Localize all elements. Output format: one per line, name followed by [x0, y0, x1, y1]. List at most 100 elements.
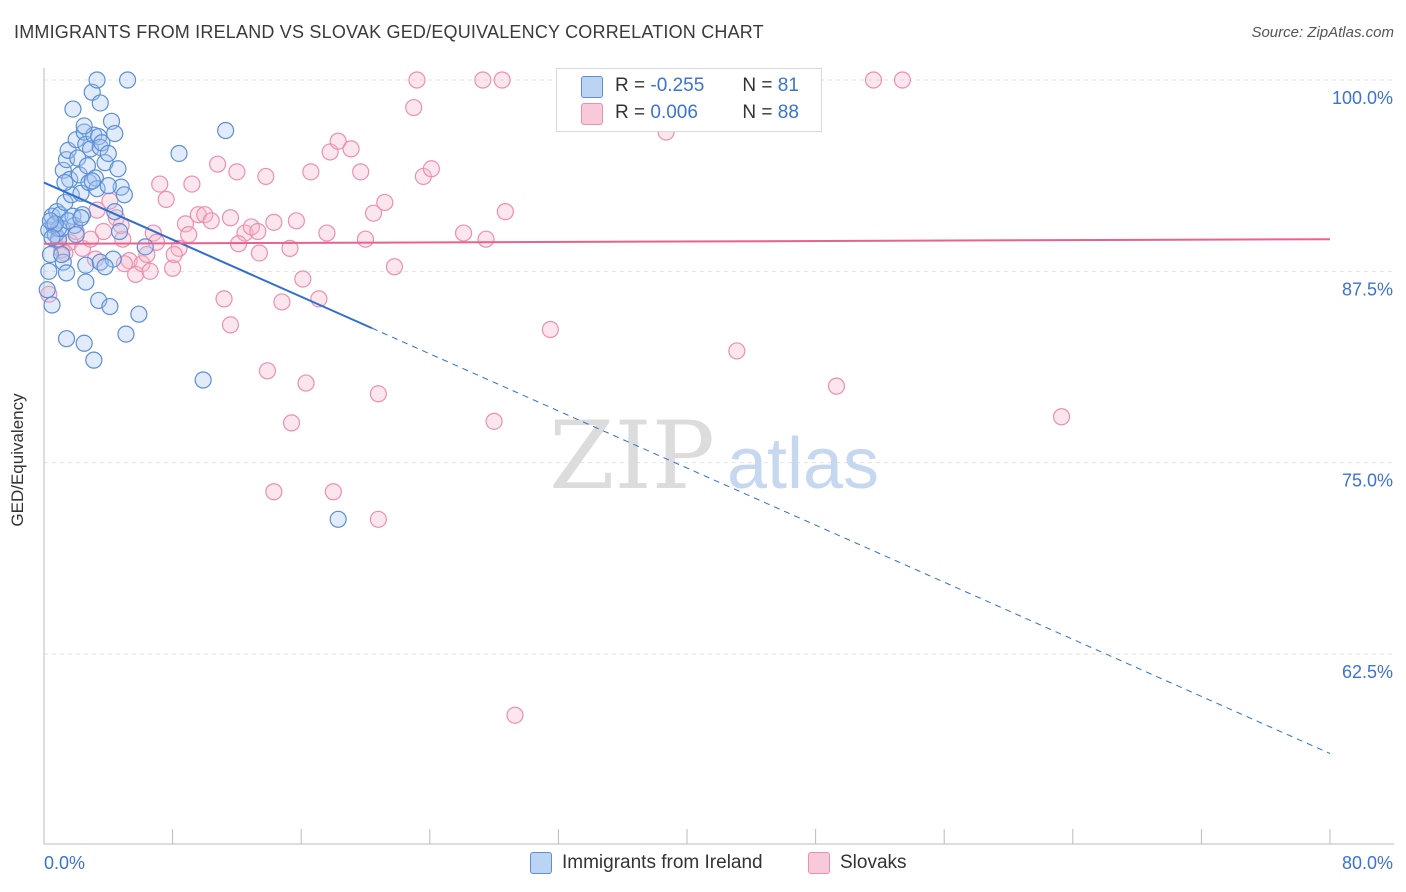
- ireland-point: [67, 225, 85, 244]
- slovaks-point: [287, 212, 305, 230]
- ireland-point: [109, 160, 127, 178]
- slovaks-point: [369, 385, 387, 403]
- legend-row-ireland: R = -0.255 N = 81: [615, 74, 799, 98]
- ireland-point: [77, 273, 95, 291]
- slovaks-point: [506, 706, 524, 724]
- slovaks-point: [221, 209, 240, 227]
- slovaks-point: [265, 483, 283, 501]
- ireland-point: [40, 262, 58, 280]
- slovaks-point: [352, 163, 370, 181]
- slovaks-point: [165, 245, 183, 264]
- slovaks-point: [183, 175, 201, 193]
- ireland-trend-line: [43, 181, 373, 330]
- ireland-points: [38, 71, 347, 528]
- n-value-ireland: 81: [777, 75, 799, 96]
- slovaks-point: [728, 342, 746, 360]
- ireland-point: [101, 297, 119, 316]
- r-label: R =: [615, 102, 646, 123]
- slovaks-point: [485, 412, 503, 430]
- ireland-point: [38, 281, 56, 299]
- ireland-point: [115, 186, 133, 204]
- ireland-point: [106, 124, 124, 143]
- ireland-point: [99, 177, 117, 195]
- slovaks-point: [281, 239, 299, 257]
- slovaks-point: [94, 222, 113, 241]
- bottom-label-ireland: Immigrants from Ireland: [562, 852, 763, 873]
- ireland-trend-extension: [371, 327, 1331, 754]
- slovaks-point: [294, 270, 312, 288]
- slovaks-point: [408, 71, 426, 89]
- slovaks-point: [221, 316, 240, 334]
- slovaks-point: [209, 155, 227, 173]
- slovaks-point: [147, 233, 166, 251]
- ireland-point: [93, 134, 111, 152]
- slovaks-point: [265, 213, 283, 231]
- slovaks-point: [250, 244, 269, 262]
- slovaks-point: [893, 71, 912, 89]
- slovaks-point: [474, 71, 492, 89]
- slovaks-point: [864, 71, 883, 89]
- watermark: ZIP atlas: [549, 402, 879, 511]
- legend-swatch-ireland: [581, 76, 603, 98]
- slovaks-point: [376, 193, 394, 212]
- slovaks-point: [215, 290, 233, 308]
- ireland-point: [194, 371, 212, 389]
- slovaks-point: [385, 258, 404, 276]
- ireland-point: [64, 100, 82, 118]
- y-axis-label: GED/Equivalency: [8, 393, 27, 527]
- ireland-point: [78, 157, 97, 175]
- ireland-point: [136, 238, 154, 256]
- watermark-zip: ZIP: [549, 402, 715, 511]
- ireland-point: [170, 144, 188, 163]
- ireland-point: [88, 71, 106, 89]
- ireland-point: [57, 264, 76, 282]
- slovaks-point: [541, 320, 559, 339]
- bottom-swatch-slovaks: [808, 852, 830, 874]
- ireland-point: [75, 117, 93, 135]
- slovaks-point: [369, 510, 387, 528]
- ireland-point: [117, 325, 135, 343]
- slovaks-point: [422, 160, 441, 178]
- ireland-point: [75, 334, 93, 352]
- slovaks-point: [180, 225, 198, 244]
- slovaks-point: [115, 255, 133, 273]
- legend-swatch-slovaks: [581, 103, 603, 125]
- slovaks-point: [176, 215, 195, 233]
- slovaks-point: [493, 71, 511, 89]
- ireland-point: [53, 245, 71, 264]
- slovaks-point: [356, 230, 375, 248]
- slovaks-point: [127, 265, 145, 283]
- r-value-slovaks: 0.006: [650, 102, 698, 123]
- x-tick-label: 0.0%: [44, 853, 85, 873]
- ireland-point: [329, 510, 347, 528]
- grid-lines: [44, 79, 1394, 655]
- ireland-point: [217, 121, 235, 140]
- slovaks-point: [249, 222, 267, 241]
- slovaks-point: [324, 483, 342, 501]
- x-tick-label: 80.0%: [1342, 853, 1393, 873]
- ireland-point: [91, 253, 109, 271]
- slovaks-point: [364, 204, 383, 222]
- ireland-point: [86, 169, 105, 187]
- ireland-point: [91, 94, 109, 112]
- r-value-ireland: -0.255: [650, 75, 705, 96]
- slovaks-point: [157, 190, 175, 208]
- ireland-point: [85, 351, 103, 369]
- n-value-slovaks: 88: [777, 102, 799, 123]
- axes: [43, 68, 1394, 845]
- ireland-point: [41, 212, 60, 230]
- slovaks-point: [342, 140, 360, 158]
- bottom-label-slovaks: Slovaks: [840, 852, 907, 873]
- ireland-point: [77, 256, 95, 274]
- n-label: N =: [742, 75, 773, 96]
- y-tick-label: 62.5%: [1342, 662, 1393, 682]
- slovaks-points: [40, 71, 1071, 724]
- ireland-point: [56, 173, 74, 192]
- y-tick-label: 75.0%: [1342, 471, 1393, 491]
- slovaks-point: [257, 167, 275, 186]
- slovaks-point: [827, 377, 846, 395]
- slovaks-trend-line: [43, 238, 1331, 245]
- ireland-point: [99, 144, 117, 163]
- ireland-point: [96, 258, 114, 276]
